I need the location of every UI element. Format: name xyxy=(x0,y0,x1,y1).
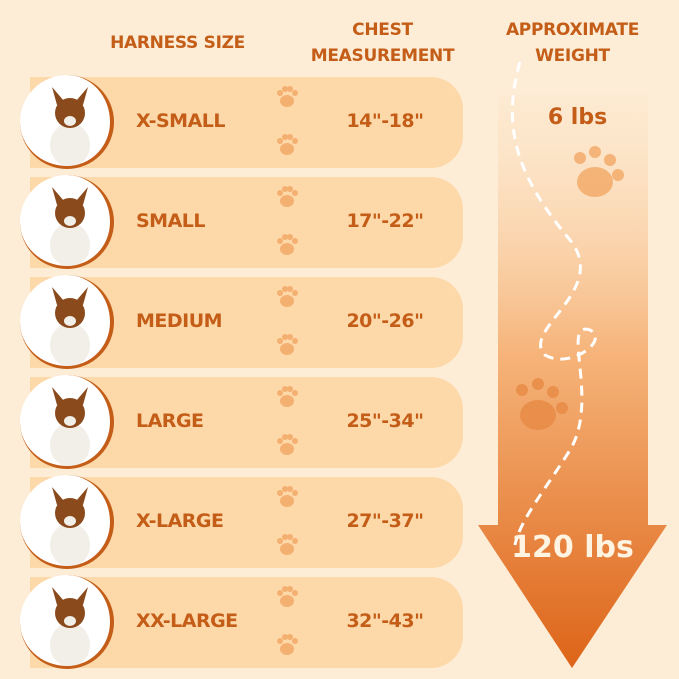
min-weight: 6 lbs xyxy=(547,105,608,130)
paw-icon xyxy=(516,378,568,430)
size-label: X-LARGE xyxy=(136,510,224,532)
dog-photo-bernese-mountain-dog xyxy=(20,575,114,669)
dog-photo-border-collie xyxy=(20,375,114,469)
chest-measurement: 14"-18" xyxy=(346,110,424,132)
dog-photo-corgi xyxy=(20,275,114,369)
paw-icon xyxy=(274,232,300,258)
paw-icon xyxy=(274,184,300,210)
chest-measurement: 32"-43" xyxy=(346,610,424,632)
chest-measurement: 17"-22" xyxy=(346,210,424,232)
size-label: LARGE xyxy=(136,410,204,432)
dog-photo-german-shepherd xyxy=(20,475,114,569)
header-chest-measurement: CHEST MEASUREMENT xyxy=(310,20,455,66)
header-approximate-weight: APPROXIMATE WEIGHT xyxy=(505,20,640,66)
paw-icon xyxy=(274,532,300,558)
dashed-path xyxy=(510,61,597,546)
dog-photo-papillon xyxy=(20,75,114,169)
chest-measurement: 27"-37" xyxy=(346,510,424,532)
paw-icon xyxy=(274,432,300,458)
size-label: XX-LARGE xyxy=(136,610,238,632)
paw-icon xyxy=(274,584,300,610)
chest-measurement: 25"-34" xyxy=(346,410,424,432)
arrow-shape xyxy=(478,95,667,668)
paw-icon xyxy=(274,84,300,110)
size-label: MEDIUM xyxy=(136,310,223,332)
paw-icon xyxy=(274,632,300,658)
paw-icon xyxy=(274,132,300,158)
paw-icon xyxy=(274,384,300,410)
paw-icon xyxy=(274,284,300,310)
size-label: X-SMALL xyxy=(136,110,226,132)
paw-icon xyxy=(274,484,300,510)
max-weight: 120 lbs xyxy=(511,530,634,565)
paw-icon xyxy=(274,332,300,358)
header-harness-size: HARNESS SIZE xyxy=(110,33,245,53)
size-label: SMALL xyxy=(136,210,206,232)
dog-photo-jack-russell xyxy=(20,175,114,269)
chest-measurement: 20"-26" xyxy=(346,310,424,332)
paw-icon xyxy=(574,146,624,197)
